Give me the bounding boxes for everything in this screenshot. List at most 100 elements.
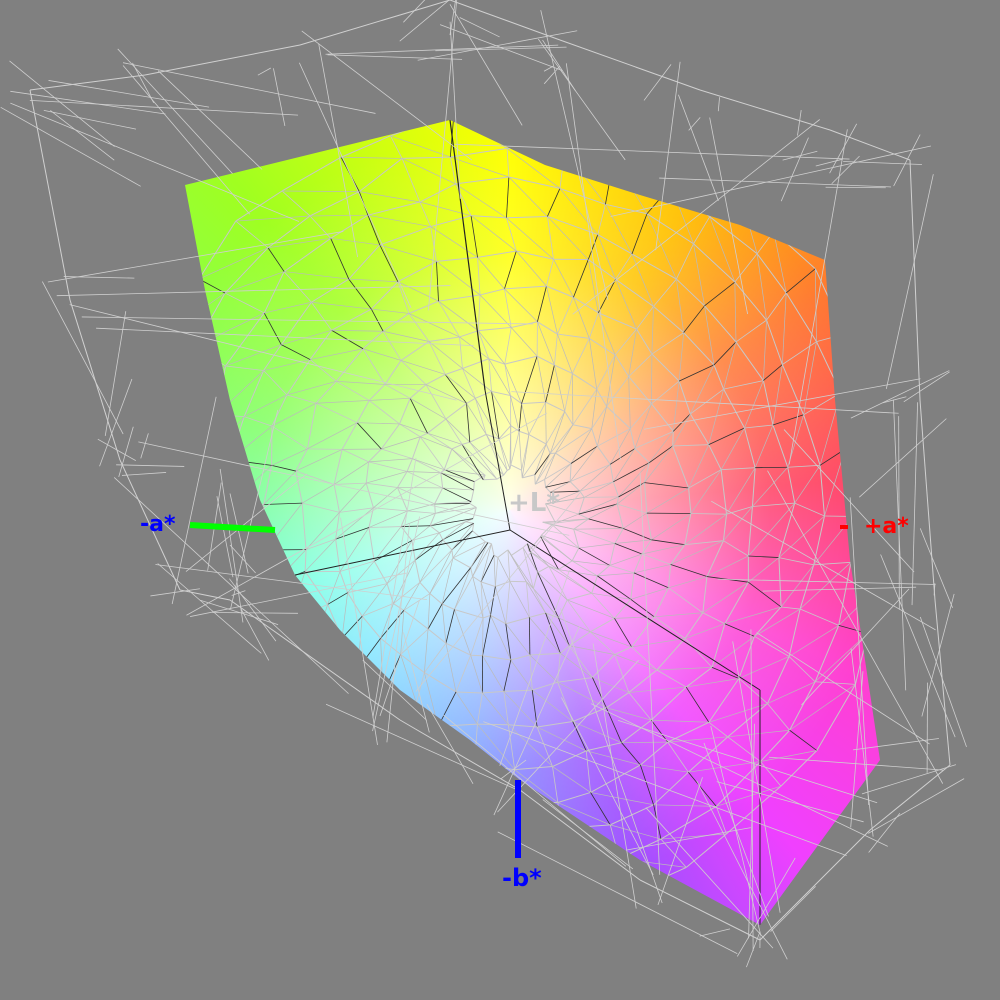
- mesh-edge: [762, 586, 917, 592]
- mesh-edge: [597, 234, 616, 280]
- mesh-edge: [596, 354, 616, 390]
- mesh-edge: [626, 827, 751, 851]
- mesh-edge: [470, 542, 489, 569]
- mesh-edge: [506, 217, 554, 260]
- mesh-edge: [651, 353, 680, 382]
- mesh-edge: [778, 515, 825, 558]
- mesh-edge: [198, 657, 237, 671]
- mesh-edge: [429, 507, 477, 527]
- mesh-edge: [402, 156, 451, 159]
- mesh-edge: [572, 721, 587, 751]
- mesh-edge: [803, 414, 821, 466]
- mesh-edge: [762, 380, 774, 426]
- mesh-edge: [850, 671, 864, 828]
- mesh-edge: [559, 187, 606, 205]
- mesh-edge: [398, 816, 415, 854]
- mesh-edge: [333, 484, 340, 513]
- mesh-edge: [157, 563, 262, 654]
- mesh-edge: [397, 487, 435, 505]
- mesh-edge: [615, 278, 654, 307]
- mesh-edge: [541, 535, 579, 549]
- mesh-edge: [309, 191, 360, 217]
- mesh-edge: [545, 443, 551, 454]
- mesh-edge: [656, 669, 687, 688]
- mesh-edge: [483, 721, 847, 857]
- mesh-edge: [454, 576, 473, 610]
- mesh-edge: [633, 572, 669, 589]
- mesh-edge: [478, 330, 506, 365]
- mesh-edge: [814, 625, 840, 682]
- mesh-edge: [506, 148, 561, 189]
- mesh-edge: [424, 672, 439, 727]
- mesh-edge: [425, 384, 467, 404]
- mesh-edge: [271, 425, 308, 450]
- mesh-edge: [185, 379, 186, 400]
- mesh-edge: [298, 62, 412, 309]
- mesh-edge: [578, 543, 615, 549]
- mesh-edge: [511, 547, 524, 556]
- mesh-edge: [185, 346, 196, 400]
- mesh-edge: [414, 539, 443, 561]
- mesh-edge: [557, 333, 590, 339]
- mesh-edge: [578, 503, 618, 515]
- mesh-edge: [542, 39, 576, 92]
- mesh-edge: [825, 186, 886, 189]
- mesh-edge: [617, 720, 878, 804]
- mesh-edge: [518, 430, 530, 436]
- mesh-edge: [545, 503, 579, 515]
- mesh-edge: [621, 741, 668, 744]
- mesh-edge: [474, 474, 486, 483]
- mesh-edge: [684, 513, 692, 545]
- mesh-edge: [711, 500, 936, 631]
- mesh-edge: [549, 411, 566, 454]
- mesh-edge: [450, 156, 509, 178]
- mesh-edge: [542, 518, 589, 523]
- mesh-edge: [628, 353, 653, 377]
- mesh-edge: [200, 599, 279, 625]
- mesh-edge: [618, 462, 650, 498]
- mesh-edge: [561, 697, 654, 875]
- mesh-edge: [347, 583, 388, 594]
- mesh-edge: [532, 689, 573, 722]
- mesh-edge: [330, 214, 369, 239]
- mesh-edge: [400, 654, 425, 673]
- mesh-edge: [710, 725, 762, 936]
- mesh-edge: [641, 544, 685, 555]
- mesh-edge: [280, 301, 312, 345]
- mesh-edge: [228, 723, 273, 761]
- mesh-edge: [281, 190, 311, 217]
- mesh-edge: [536, 356, 546, 403]
- mesh-edge: [449, 0, 561, 41]
- mesh-edge: [427, 782, 470, 794]
- mesh-edge: [573, 528, 624, 530]
- mesh-edge: [308, 717, 330, 776]
- mesh-edge: [408, 313, 460, 338]
- mesh-edge: [398, 853, 446, 905]
- mesh-edge: [528, 434, 547, 445]
- mesh-edge: [477, 294, 481, 331]
- mesh-edge: [420, 432, 428, 438]
- mesh-edge: [415, 492, 581, 692]
- mesh-edge: [587, 259, 599, 313]
- mesh-edge: [844, 333, 872, 392]
- mesh-edge: [744, 427, 756, 468]
- mesh-edge: [81, 316, 534, 325]
- mesh-edge: [295, 448, 308, 472]
- mesh-edge: [240, 608, 270, 661]
- mesh-edge: [559, 150, 566, 189]
- mesh-edge: [505, 581, 511, 624]
- mesh-edge: [778, 557, 782, 607]
- mesh-edge: [477, 723, 515, 770]
- mesh-edge: [185, 696, 210, 743]
- mesh-edge: [283, 745, 308, 810]
- mesh-edge: [571, 338, 590, 374]
- mesh-edge: [425, 384, 447, 420]
- mesh-edge: [451, 523, 474, 551]
- mesh-edge: [477, 257, 481, 295]
- mesh-edge: [852, 453, 880, 517]
- mesh-edge: [482, 474, 486, 480]
- mesh-edge: [403, 582, 421, 611]
- mesh-edge: [628, 692, 652, 721]
- mesh-edge: [464, 792, 470, 833]
